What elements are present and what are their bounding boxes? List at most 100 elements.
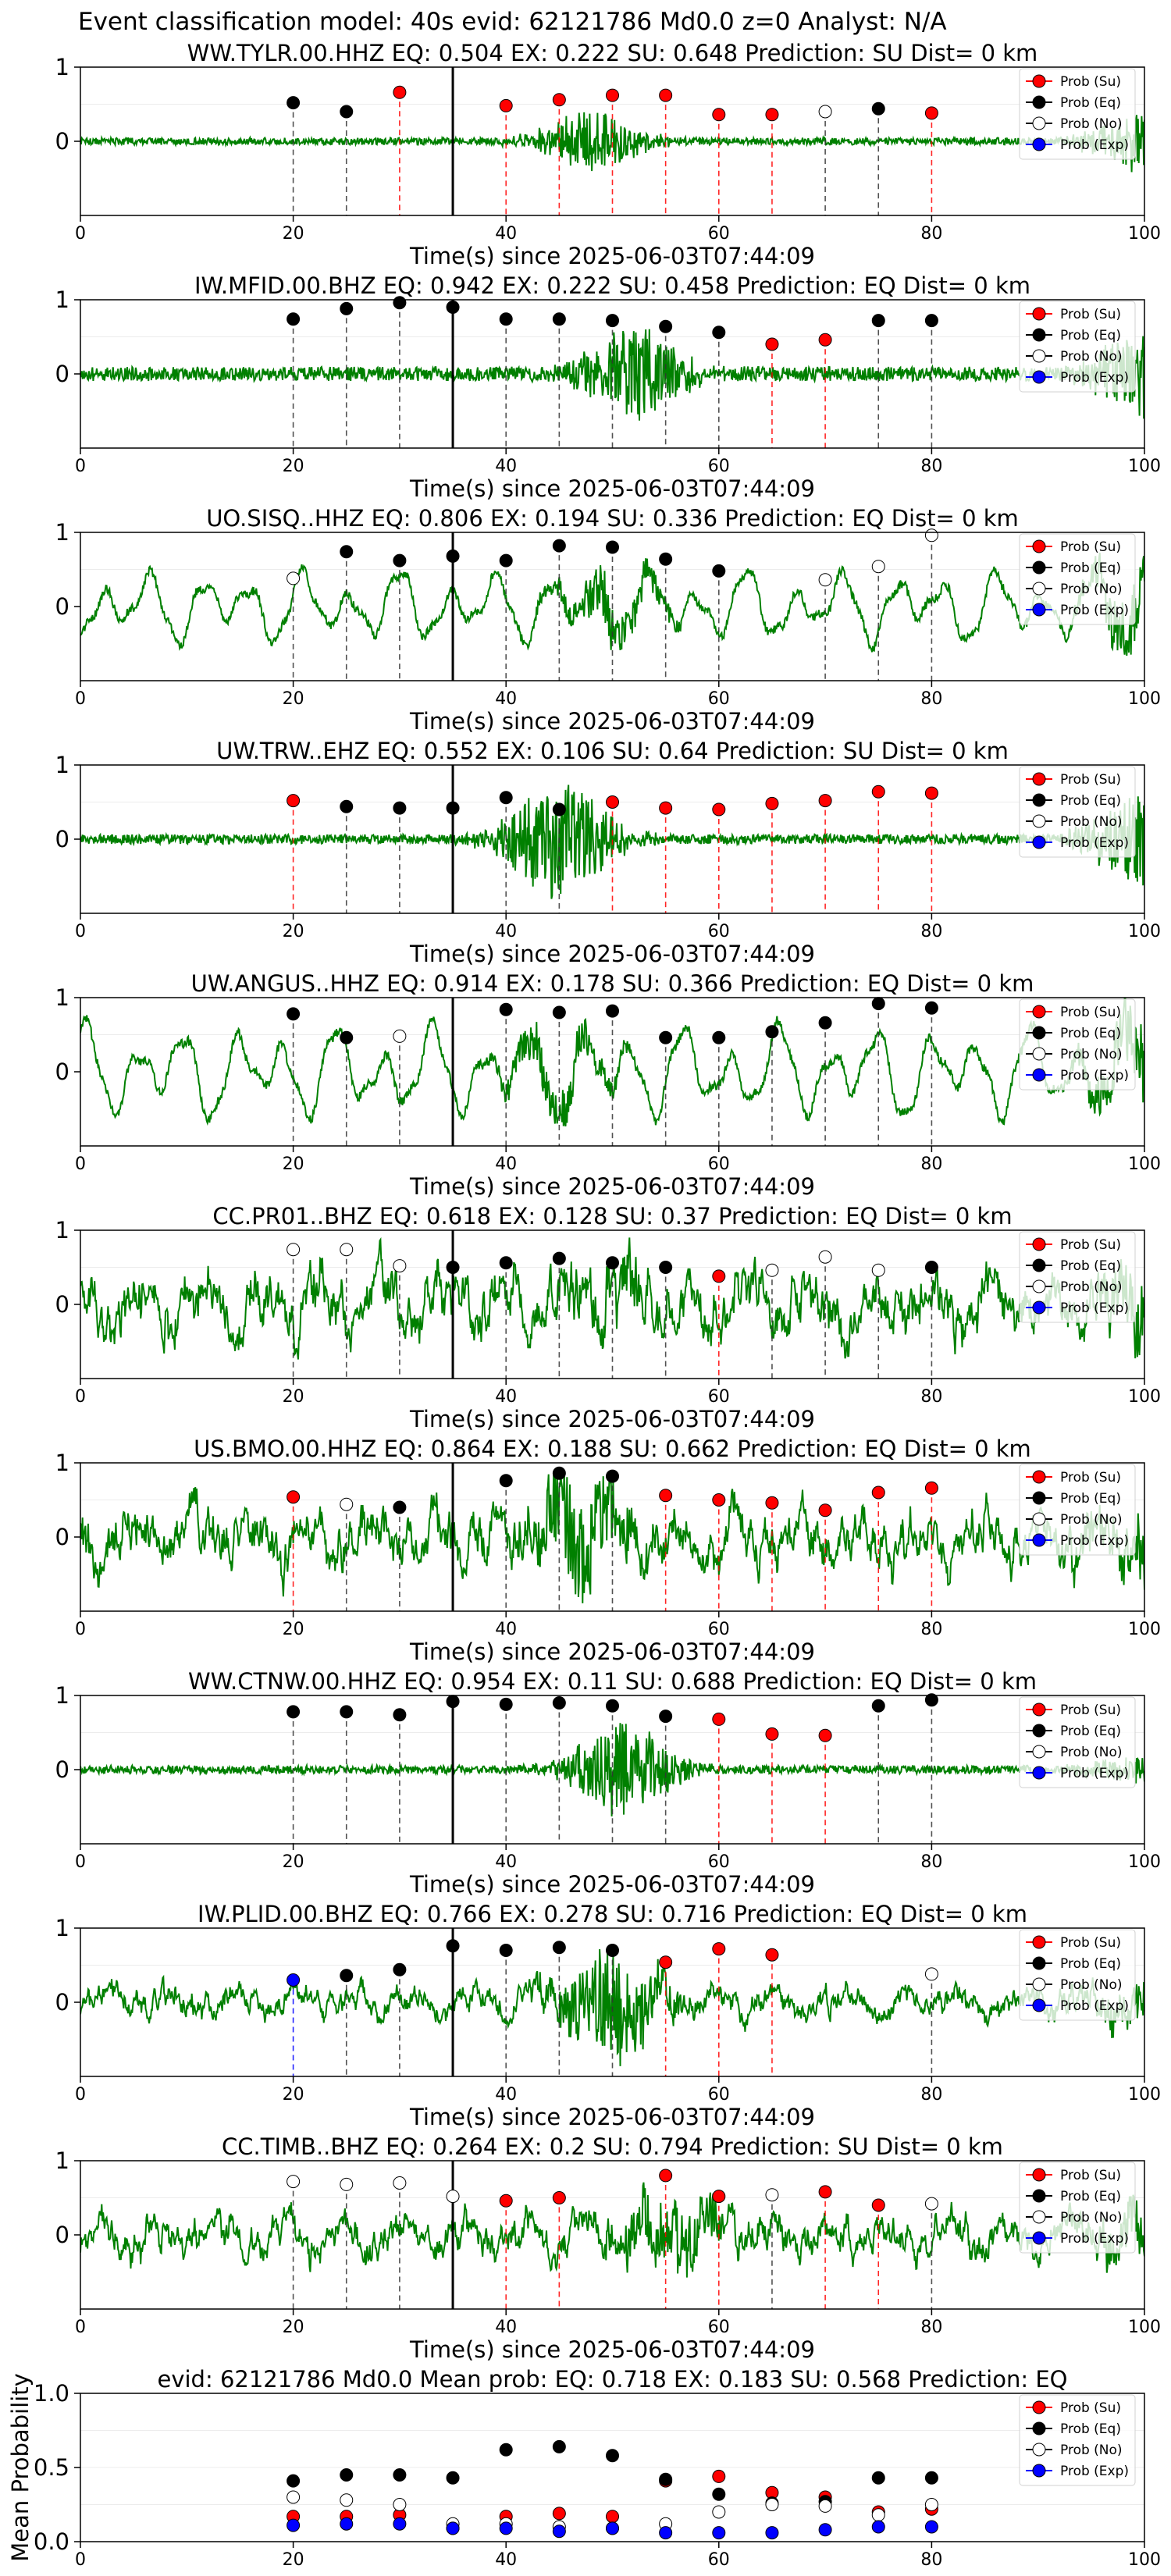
prob-point-su	[818, 794, 832, 808]
prob-point-eq	[393, 1708, 407, 1722]
prob-point-eq	[659, 1261, 673, 1274]
prob-point-su	[393, 85, 407, 99]
x-tick-label: 80	[920, 2318, 942, 2337]
mean-point-no	[765, 2498, 779, 2511]
prob-point-eq	[871, 314, 885, 328]
legend-label-eq: Prob (Eq)	[1060, 1026, 1121, 1041]
prob-point-eq	[340, 1969, 354, 1983]
mean-point-exp	[287, 2518, 301, 2532]
y-tick-label: 1	[55, 1682, 69, 1709]
x-tick-label: 20	[283, 2085, 304, 2105]
legend-box	[1019, 533, 1136, 625]
y-tick-label: 1	[55, 54, 69, 80]
x-tick-label: 0	[75, 2550, 86, 2570]
x-tick-label: 0	[75, 1620, 86, 1639]
legend-marker-eq	[1032, 793, 1046, 807]
x-tick-label: 40	[495, 2318, 517, 2337]
legend-label-eq: Prob (Eq)	[1060, 95, 1121, 111]
prob-point-no	[924, 2197, 938, 2211]
legend-label-eq: Prob (Eq)	[1060, 1258, 1121, 1274]
legend-box	[1019, 2161, 1136, 2254]
prob-point-su	[287, 794, 301, 808]
legend-marker-eq	[1032, 560, 1046, 575]
legend-label-eq: Prob (Eq)	[1060, 1956, 1121, 1972]
mean-point-eq	[499, 2443, 513, 2457]
x-tick-label: 100	[1128, 1852, 1161, 1872]
legend-label-exp: Prob (Exp)	[1060, 1998, 1129, 2014]
prob-point-eq	[287, 1705, 301, 1719]
prob-point-su	[924, 1481, 938, 1495]
x-tick-label: 20	[283, 922, 304, 941]
legend-marker-exp	[1032, 835, 1046, 849]
prob-point-eq	[606, 1004, 619, 1018]
mean-point-eq	[340, 2468, 354, 2482]
mean-point-no	[871, 2508, 885, 2522]
legend-marker-eq	[1032, 95, 1046, 109]
legend-label-no: Prob (No)	[1060, 582, 1123, 597]
legend-marker-su	[1032, 1470, 1046, 1484]
x-tick-label: 60	[708, 689, 730, 709]
y-tick-label: 1	[55, 1915, 69, 1941]
legend-marker-su	[1032, 74, 1046, 88]
prob-point-eq	[287, 312, 301, 326]
prob-point-no	[818, 1250, 832, 1264]
mean-point-exp	[499, 2521, 513, 2535]
prob-point-su	[871, 2198, 885, 2212]
legend-marker-no	[1032, 116, 1046, 130]
mean-point-su	[552, 2507, 566, 2521]
prob-point-eq	[924, 1693, 938, 1707]
x-tick-label: 60	[708, 922, 730, 941]
legend-box	[1019, 301, 1136, 393]
mean-point-no	[712, 2505, 726, 2519]
prob-point-no	[871, 1263, 885, 1277]
panel-title: WW.TYLR.00.HHZ EQ: 0.504 EX: 0.222 SU: 0…	[187, 40, 1038, 66]
legend-marker-exp	[1032, 2464, 1046, 2478]
mean-point-eq	[393, 2468, 407, 2482]
panel-11: evid: 62121786 Md0.0 Mean prob: EQ: 0.71…	[7, 2366, 1161, 2570]
legend-marker-eq	[1032, 1956, 1046, 1970]
prob-point-eq	[924, 1261, 938, 1274]
prob-point-no	[393, 1029, 407, 1043]
panel-8: WW.CTNW.00.HHZ EQ: 0.954 EX: 0.11 SU: 0.…	[55, 1668, 1161, 1898]
panel-title: US.BMO.00.HHZ EQ: 0.864 EX: 0.188 SU: 0.…	[194, 1436, 1031, 1462]
legend-marker-eq	[1032, 2189, 1046, 2203]
panel-title: IW.MFID.00.BHZ EQ: 0.942 EX: 0.222 SU: 0…	[194, 272, 1030, 299]
legend-marker-exp	[1032, 370, 1046, 384]
legend-label-no: Prob (No)	[1060, 1977, 1123, 1993]
x-tick-label: 40	[495, 457, 517, 476]
legend-marker-su	[1032, 2168, 1046, 2182]
legend-label-no: Prob (No)	[1060, 116, 1123, 132]
legend-marker-eq	[1032, 1026, 1046, 1040]
legend-marker-su	[1032, 307, 1046, 321]
legend-marker-su	[1032, 1935, 1046, 1949]
legend-box	[1019, 1696, 1136, 1788]
prob-point-eq	[712, 1030, 726, 1044]
y-tick-label: 1	[55, 286, 69, 313]
prob-point-eq	[393, 801, 407, 815]
mean-point-su	[712, 2469, 726, 2483]
mean-point-su	[606, 2510, 619, 2524]
x-tick-label: 100	[1128, 457, 1161, 476]
prob-point-eq	[659, 552, 673, 566]
x-tick-label: 20	[283, 1852, 304, 1872]
x-tick-label: 80	[920, 224, 942, 244]
legend-label-no: Prob (No)	[1060, 1745, 1123, 1760]
prob-point-eq	[393, 553, 407, 568]
mean-point-exp	[659, 2526, 673, 2540]
legend-label-no: Prob (No)	[1060, 2210, 1123, 2226]
x-tick-label: 0	[75, 2085, 86, 2105]
x-tick-label: 100	[1128, 922, 1161, 941]
x-tick-label: 100	[1128, 689, 1161, 709]
prob-point-no	[340, 2177, 354, 2191]
prob-point-no	[818, 573, 832, 587]
x-tick-label: 60	[708, 1387, 730, 1407]
prob-point-eq	[765, 1025, 779, 1039]
x-tick-label: 0	[75, 1852, 86, 1872]
x-tick-label: 20	[283, 689, 304, 709]
mean-point-eq	[446, 2471, 460, 2485]
prob-point-su	[765, 1948, 779, 1962]
mean-point-eq	[871, 2471, 885, 2485]
prob-point-no	[818, 105, 832, 119]
prob-point-no	[765, 2188, 779, 2202]
y-tick-label: 0	[55, 2222, 69, 2248]
